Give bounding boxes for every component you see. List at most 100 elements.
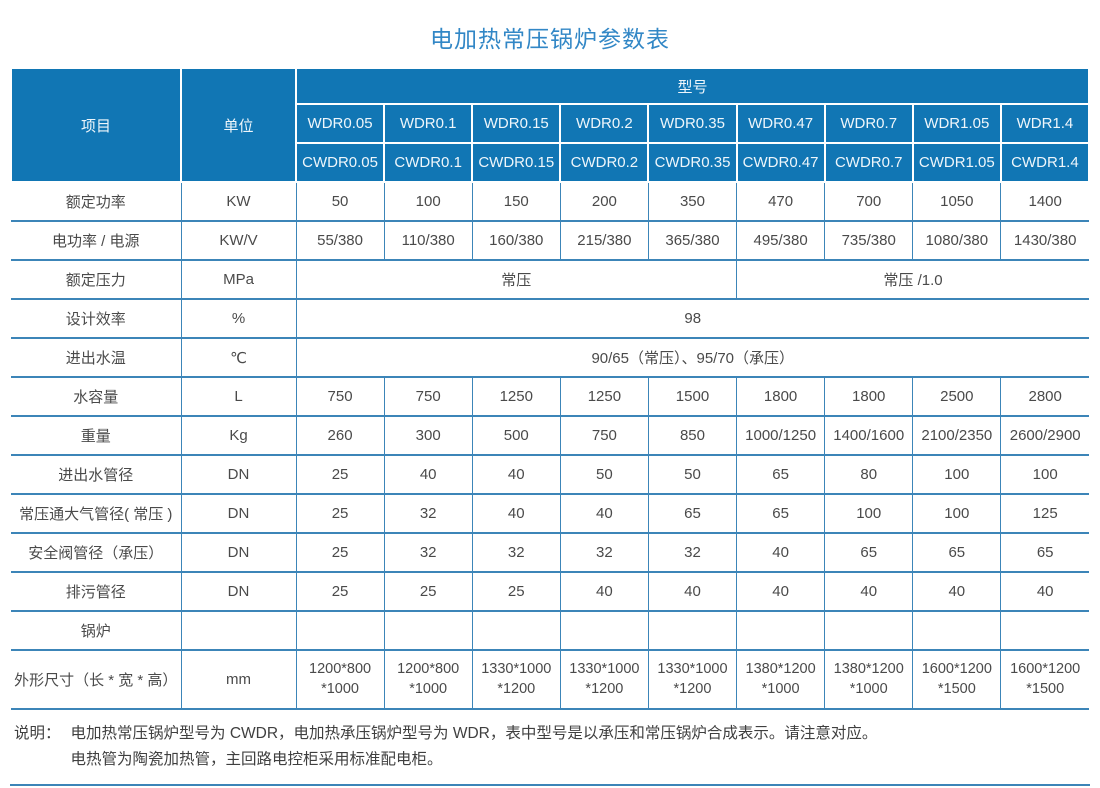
- table-cell: 2800: [1000, 377, 1089, 417]
- table-cell: 2100/2350: [912, 416, 1001, 456]
- model-wdr-cell: WDR0.2: [559, 103, 650, 144]
- table-cell: 1380*1200 *1000: [824, 650, 913, 710]
- table-cell: 750: [383, 377, 473, 417]
- table-cell: 100: [383, 182, 473, 222]
- row-unit: [180, 611, 296, 651]
- model-wdr-cell: WDR0.35: [647, 103, 738, 144]
- table-cell: 215/380: [559, 221, 649, 261]
- table-cell: 40: [1000, 572, 1089, 612]
- table-cell: 25: [383, 572, 473, 612]
- table-cell: 32: [471, 533, 561, 573]
- table-cell: 1600*1200 *1500: [912, 650, 1001, 710]
- table-cell: 1800: [824, 377, 913, 417]
- table-cell: 50: [647, 455, 737, 495]
- model-wdr-cell: WDR0.1: [383, 103, 474, 144]
- table-cell: 1400: [1000, 182, 1089, 222]
- table-cell: 25: [295, 572, 385, 612]
- table-cell: 1250: [559, 377, 649, 417]
- note-line-2: 电热管为陶瓷加热管，主回路电控柜采用标准配电柜。: [70, 750, 443, 768]
- table-cell: 750: [559, 416, 649, 456]
- table-cell: 1250: [471, 377, 561, 417]
- row-item-label: 电功率 / 电源: [11, 221, 181, 261]
- table-cell: [736, 611, 825, 651]
- model-wdr-cell: WDR1.05: [911, 103, 1002, 144]
- row-item-label: 设计效率: [11, 299, 181, 339]
- model-wdr-cell: WDR0.15: [471, 103, 562, 144]
- table-cell: 80: [824, 455, 913, 495]
- model-wdr-cell: WDR0.7: [823, 103, 914, 144]
- table-cell: 1330*1000 *1200: [647, 650, 737, 710]
- table-cell: 55/380: [295, 221, 385, 261]
- row-item-label: 排污管径: [11, 572, 181, 612]
- table-cell: 25: [471, 572, 561, 612]
- table-cell: 65: [647, 494, 737, 534]
- header-item: 项目: [10, 67, 182, 183]
- table-cell: 100: [912, 494, 1001, 534]
- table-cell: 500: [471, 416, 561, 456]
- row-item-label: 进出水温: [11, 338, 181, 378]
- table-cell: 25: [295, 494, 385, 534]
- table-cell: 1500: [647, 377, 737, 417]
- table-cell: [383, 611, 473, 651]
- table-cell: 40: [736, 533, 825, 573]
- model-wdr-cell: WDR1.4: [999, 103, 1091, 144]
- row-item-label: 重量: [11, 416, 181, 456]
- table-cell: 160/380: [471, 221, 561, 261]
- table-cell: 495/380: [736, 221, 825, 261]
- table-cell: 40: [912, 572, 1001, 612]
- table-cell: 735/380: [824, 221, 913, 261]
- table-cell: 90/65（常压）、95/70（承压）: [295, 338, 1089, 378]
- table-cell: 1330*1000 *1200: [471, 650, 561, 710]
- table-header: 项目 单位 型号 WDR0.05 WDR0.1 WDR0.15 WDR0.2 WDR0.…: [10, 67, 1091, 183]
- note-line-1: 电加热常压锅炉型号为 CWDR，电加热承压锅炉型号为 WDR，表中型号是以承压和…: [70, 725, 878, 742]
- row-item-label: 额定功率: [11, 182, 181, 222]
- model-wdr-cell: WDR0.05: [294, 103, 386, 144]
- table-cell: 65: [736, 455, 825, 495]
- table-row: 外形尺寸（长 * 宽 * 高） mm 1200*800 *1000 1200*800 …: [11, 650, 1089, 710]
- row-item-label: 进出水管径: [11, 455, 181, 495]
- table-cell: 50: [559, 455, 649, 495]
- model-cwdr-cell: CWDR0.7: [823, 142, 914, 183]
- table-cell: 40: [824, 572, 913, 612]
- table-cell: 470: [736, 182, 825, 222]
- table-row: 常压通大气管径( 常压 ) DN 25 32 40 40 65 65 100 100 125: [11, 494, 1089, 534]
- table-cell: 350: [647, 182, 737, 222]
- model-cwdr-cell: CWDR1.4: [999, 142, 1091, 183]
- row-unit: DN: [180, 533, 296, 573]
- row-item-label: 额定压力: [11, 260, 181, 300]
- table-cell: 50: [295, 182, 385, 222]
- model-cwdr-cell: CWDR0.05: [294, 142, 386, 183]
- row-unit: L: [180, 377, 296, 417]
- table-cell: 65: [824, 533, 913, 573]
- table-cell: 常压: [295, 260, 737, 300]
- table-cell: 40: [736, 572, 825, 612]
- row-unit: DN: [180, 572, 296, 612]
- notes-section: 说明： 电加热常压锅炉型号为 CWDR，电加热承压锅炉型号为 WDR，表中型号是…: [10, 710, 1090, 787]
- table-cell: [824, 611, 913, 651]
- table-cell: 110/380: [383, 221, 473, 261]
- table-cell: 40: [559, 572, 649, 612]
- model-cwdr-cell: CWDR0.47: [735, 142, 826, 183]
- table-cell: 1200*800 *1000: [295, 650, 385, 710]
- table-cell: 40: [559, 494, 649, 534]
- table-cell: 700: [824, 182, 913, 222]
- table-cell: [1000, 611, 1089, 651]
- table-cell: 850: [647, 416, 737, 456]
- model-cwdr-cell: CWDR1.05: [911, 142, 1002, 183]
- table-cell: 65: [1000, 533, 1089, 573]
- table-row: 锅炉: [11, 611, 1089, 651]
- notes-label: 说明：: [14, 725, 61, 742]
- table-cell: 32: [559, 533, 649, 573]
- table-cell: 1050: [912, 182, 1001, 222]
- table-cell: [647, 611, 737, 651]
- row-unit: DN: [180, 455, 296, 495]
- table-cell: 32: [647, 533, 737, 573]
- table-cell: 2600/2900: [1000, 416, 1089, 456]
- table-cell: 常压 /1.0: [736, 260, 1089, 300]
- table-cell: 32: [383, 494, 473, 534]
- page-title: 电加热常压锅炉参数表: [430, 26, 670, 52]
- table-cell: 25: [295, 533, 385, 573]
- table-row: 设计效率% 98: [11, 299, 1089, 339]
- table-cell: 365/380: [647, 221, 737, 261]
- table-cell: 1200*800 *1000: [383, 650, 473, 710]
